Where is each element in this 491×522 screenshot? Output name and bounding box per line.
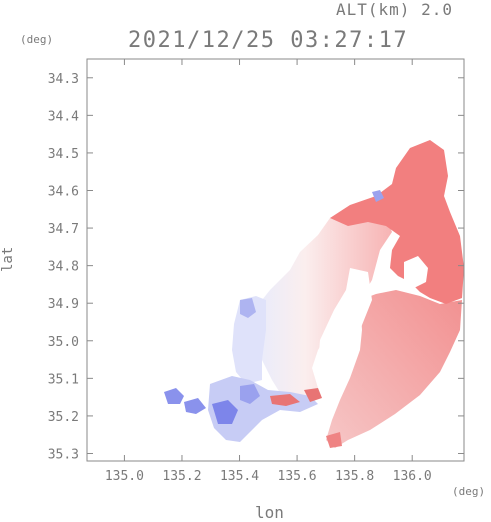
x-tick-label: 135.6	[278, 469, 317, 484]
y-axis-ticks: 35.3 35.2 35.1 35.0 34.9 34.8 34.7 34.6 34.5 34.4…	[48, 72, 464, 462]
echo-central-region	[258, 206, 392, 400]
x-axis-label: lon	[255, 503, 284, 522]
y-tick-label: 35.1	[48, 372, 79, 387]
y-tick-label: 34.7	[48, 222, 79, 237]
altitude-label: ALT(km) 2.0	[336, 0, 453, 19]
x-tick-label: 135.0	[105, 469, 144, 484]
x-tick-label: 135.4	[220, 469, 259, 484]
plot-frame	[86, 58, 465, 462]
x-axis-ticks: 135.0 135.2 135.4 135.6 135.8 136.0	[105, 59, 432, 484]
echo-blue-patch-5	[240, 298, 256, 318]
echo-blue-patch-2	[184, 398, 206, 414]
y-tick-label: 34.4	[48, 109, 79, 124]
timestamp-title: 2021/12/25 03:27:17	[128, 28, 409, 53]
echo-southwest-region	[208, 376, 318, 442]
echo-red-patch-1	[270, 394, 300, 406]
x-tick-label: 135.8	[335, 469, 374, 484]
echo-blue-patch-4	[240, 384, 260, 404]
y-tick-label: 35.0	[48, 335, 79, 350]
echo-field	[164, 140, 464, 448]
y-unit-label: (deg)	[20, 33, 54, 46]
echo-gap-northeast	[404, 256, 428, 288]
x-unit-label: (deg)	[452, 485, 486, 498]
y-tick-label: 35.3	[48, 447, 79, 462]
y-tick-label: 35.2	[48, 410, 79, 425]
y-tick-label: 34.9	[48, 297, 79, 312]
y-tick-label: 34.5	[48, 147, 79, 162]
y-tick-label: 34.3	[48, 72, 79, 87]
echo-red-patch-2	[304, 388, 322, 402]
y-tick-label: 34.8	[48, 260, 79, 275]
echo-southeast-region	[326, 290, 462, 448]
echo-northeast-region	[330, 140, 464, 304]
echo-gap	[318, 268, 372, 364]
echo-red-patch-3	[326, 432, 342, 448]
x-tick-label: 135.2	[162, 469, 201, 484]
y-tick-label: 34.6	[48, 184, 79, 199]
echo-blue-patch-6	[372, 190, 384, 202]
echo-blue-patch-1	[164, 388, 184, 404]
echo-west-approaching	[232, 296, 266, 384]
echo-blue-patch-3	[212, 400, 238, 424]
x-tick-label: 136.0	[393, 469, 432, 484]
